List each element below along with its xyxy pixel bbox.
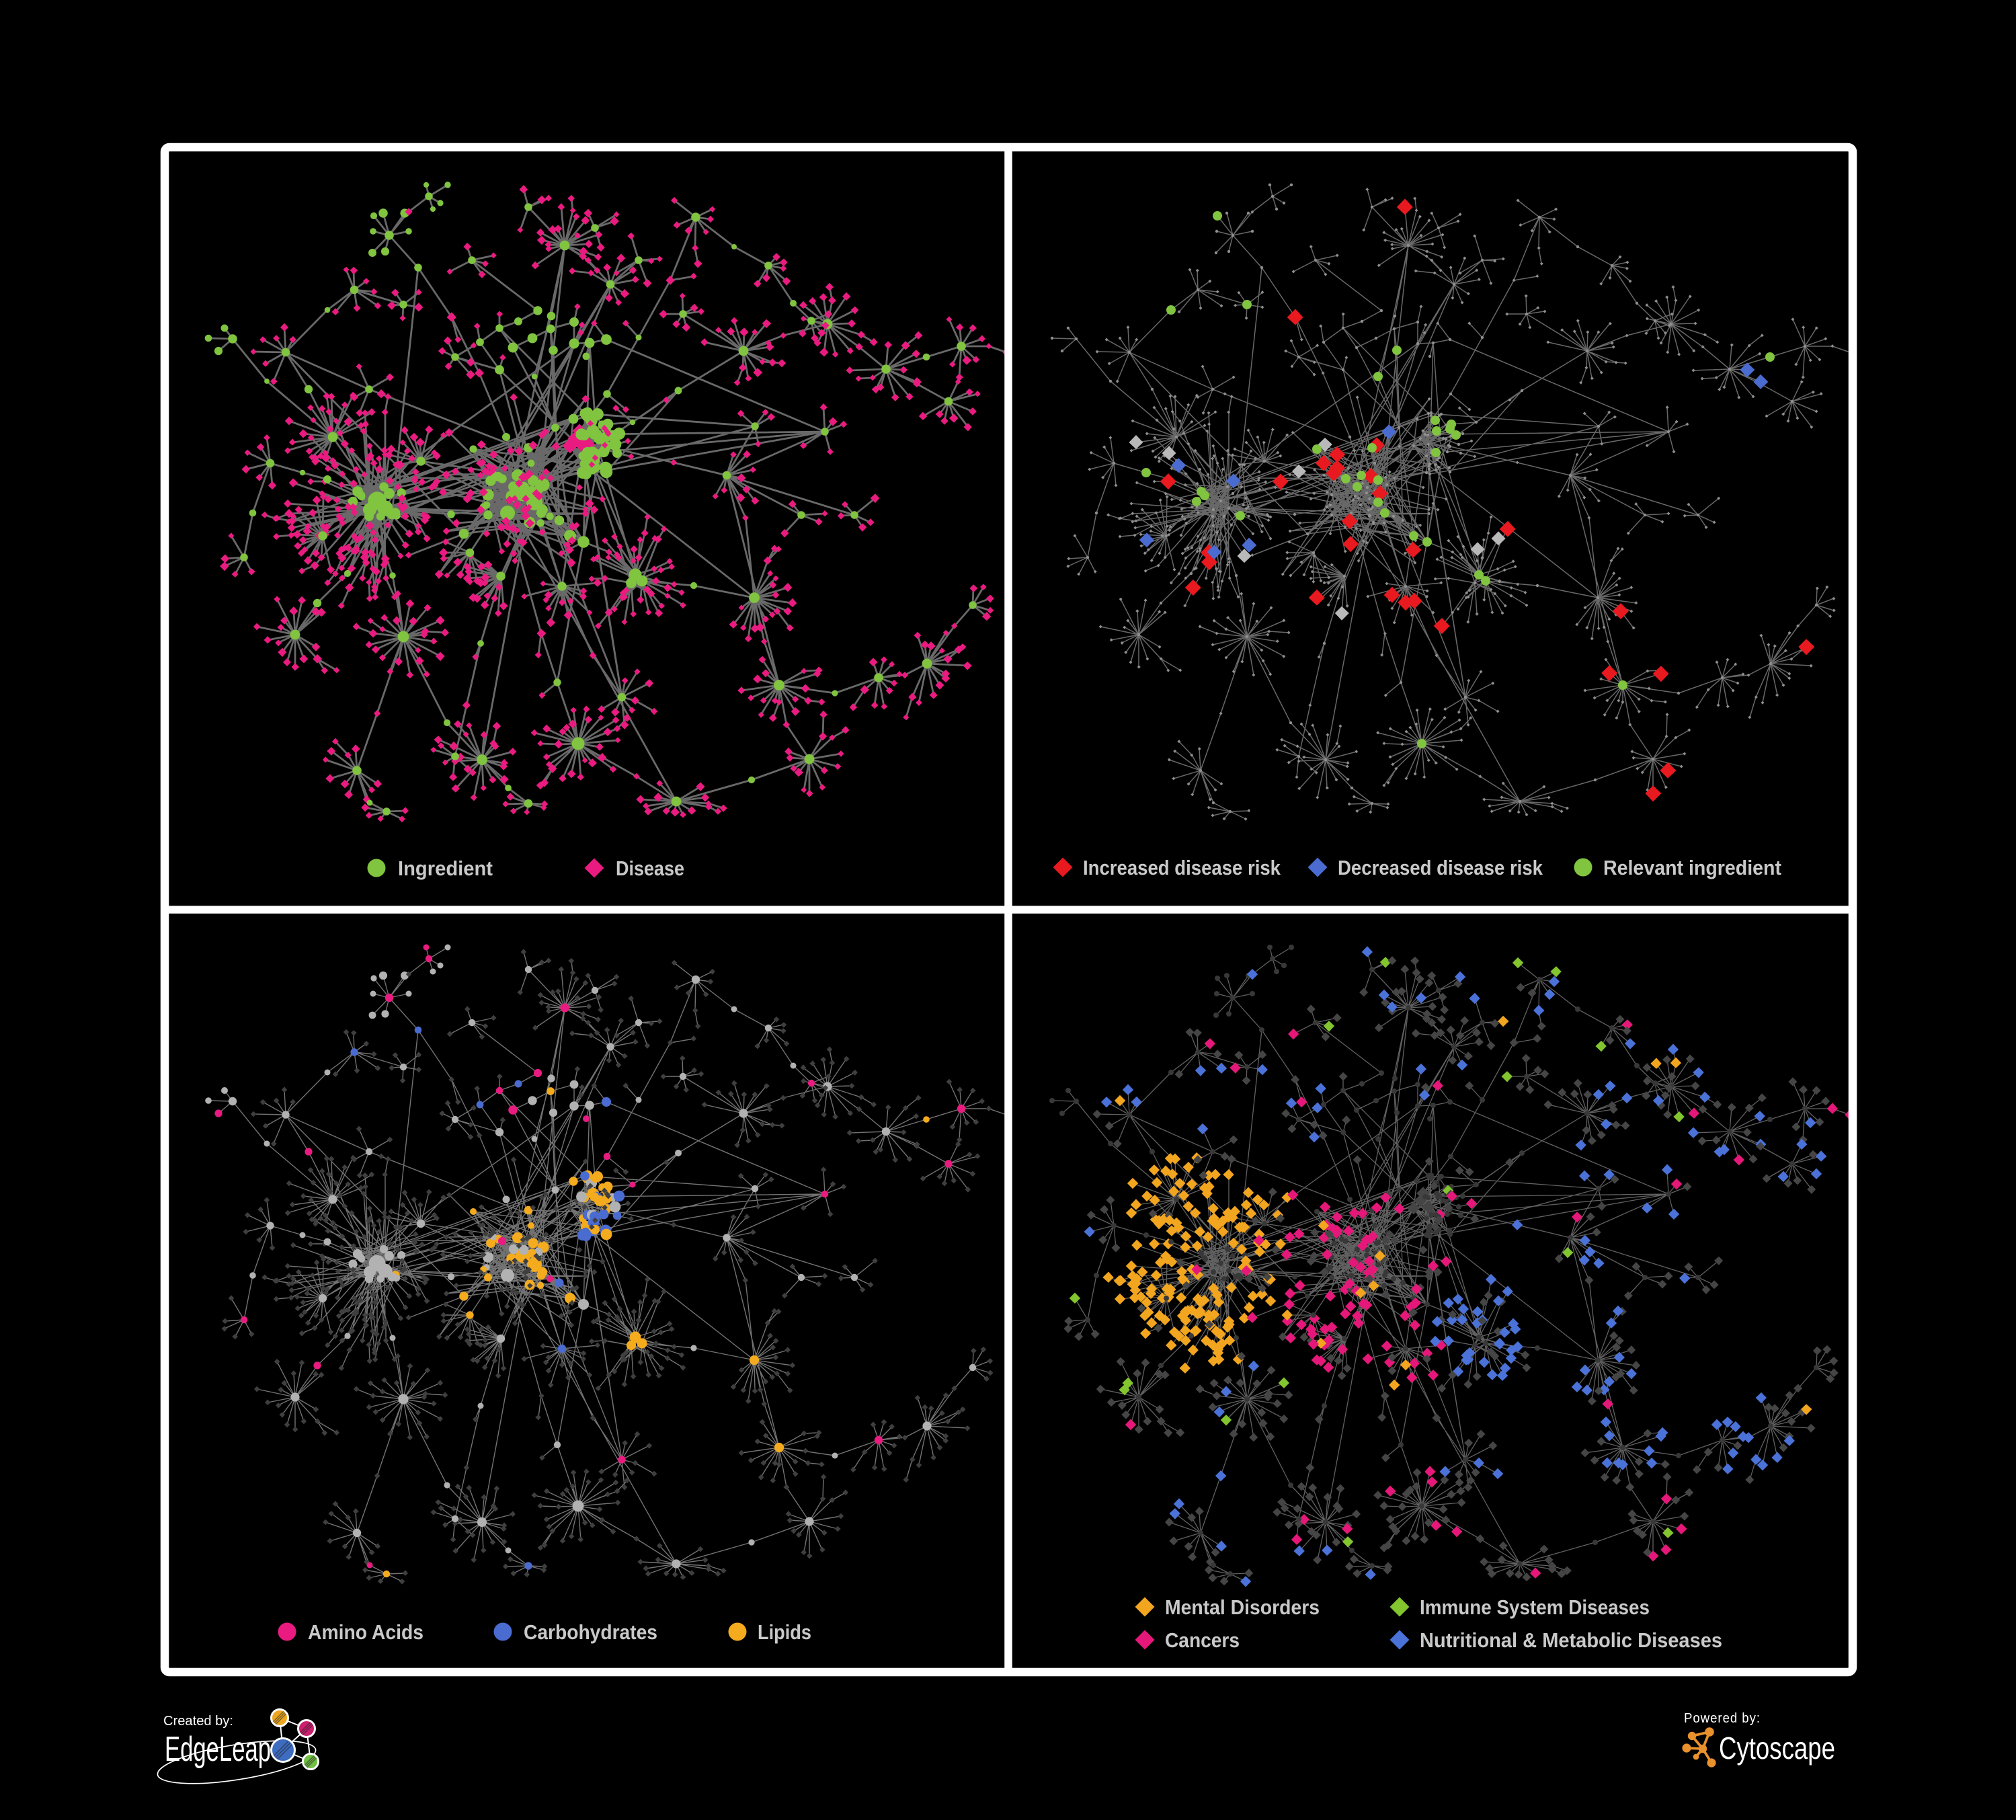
svg-text:Disease: Disease (616, 857, 684, 880)
svg-text:Nutritional & Metabolic Diseas: Nutritional & Metabolic Diseases (1420, 1628, 1722, 1652)
svg-text:Decreased disease risk: Decreased disease risk (1338, 856, 1543, 879)
svg-text:EdgeLeap: EdgeLeap (165, 1730, 271, 1769)
svg-text:Powered by:: Powered by: (1684, 1711, 1761, 1726)
svg-text:Cancers: Cancers (1165, 1628, 1240, 1652)
svg-text:Increased disease risk: Increased disease risk (1083, 856, 1281, 879)
svg-text:Cytoscape: Cytoscape (1719, 1731, 1835, 1766)
svg-text:Lipids: Lipids (758, 1620, 811, 1644)
svg-text:Relevant ingredient: Relevant ingredient (1603, 856, 1781, 879)
svg-text:Created by:: Created by: (163, 1714, 233, 1729)
svg-text:Immune System Diseases: Immune System Diseases (1420, 1595, 1650, 1619)
svg-text:Carbohydrates: Carbohydrates (524, 1620, 657, 1644)
svg-text:Mental Disorders: Mental Disorders (1165, 1595, 1320, 1619)
svg-text:Amino Acids: Amino Acids (308, 1620, 424, 1644)
svg-text:Ingredient: Ingredient (398, 857, 493, 880)
